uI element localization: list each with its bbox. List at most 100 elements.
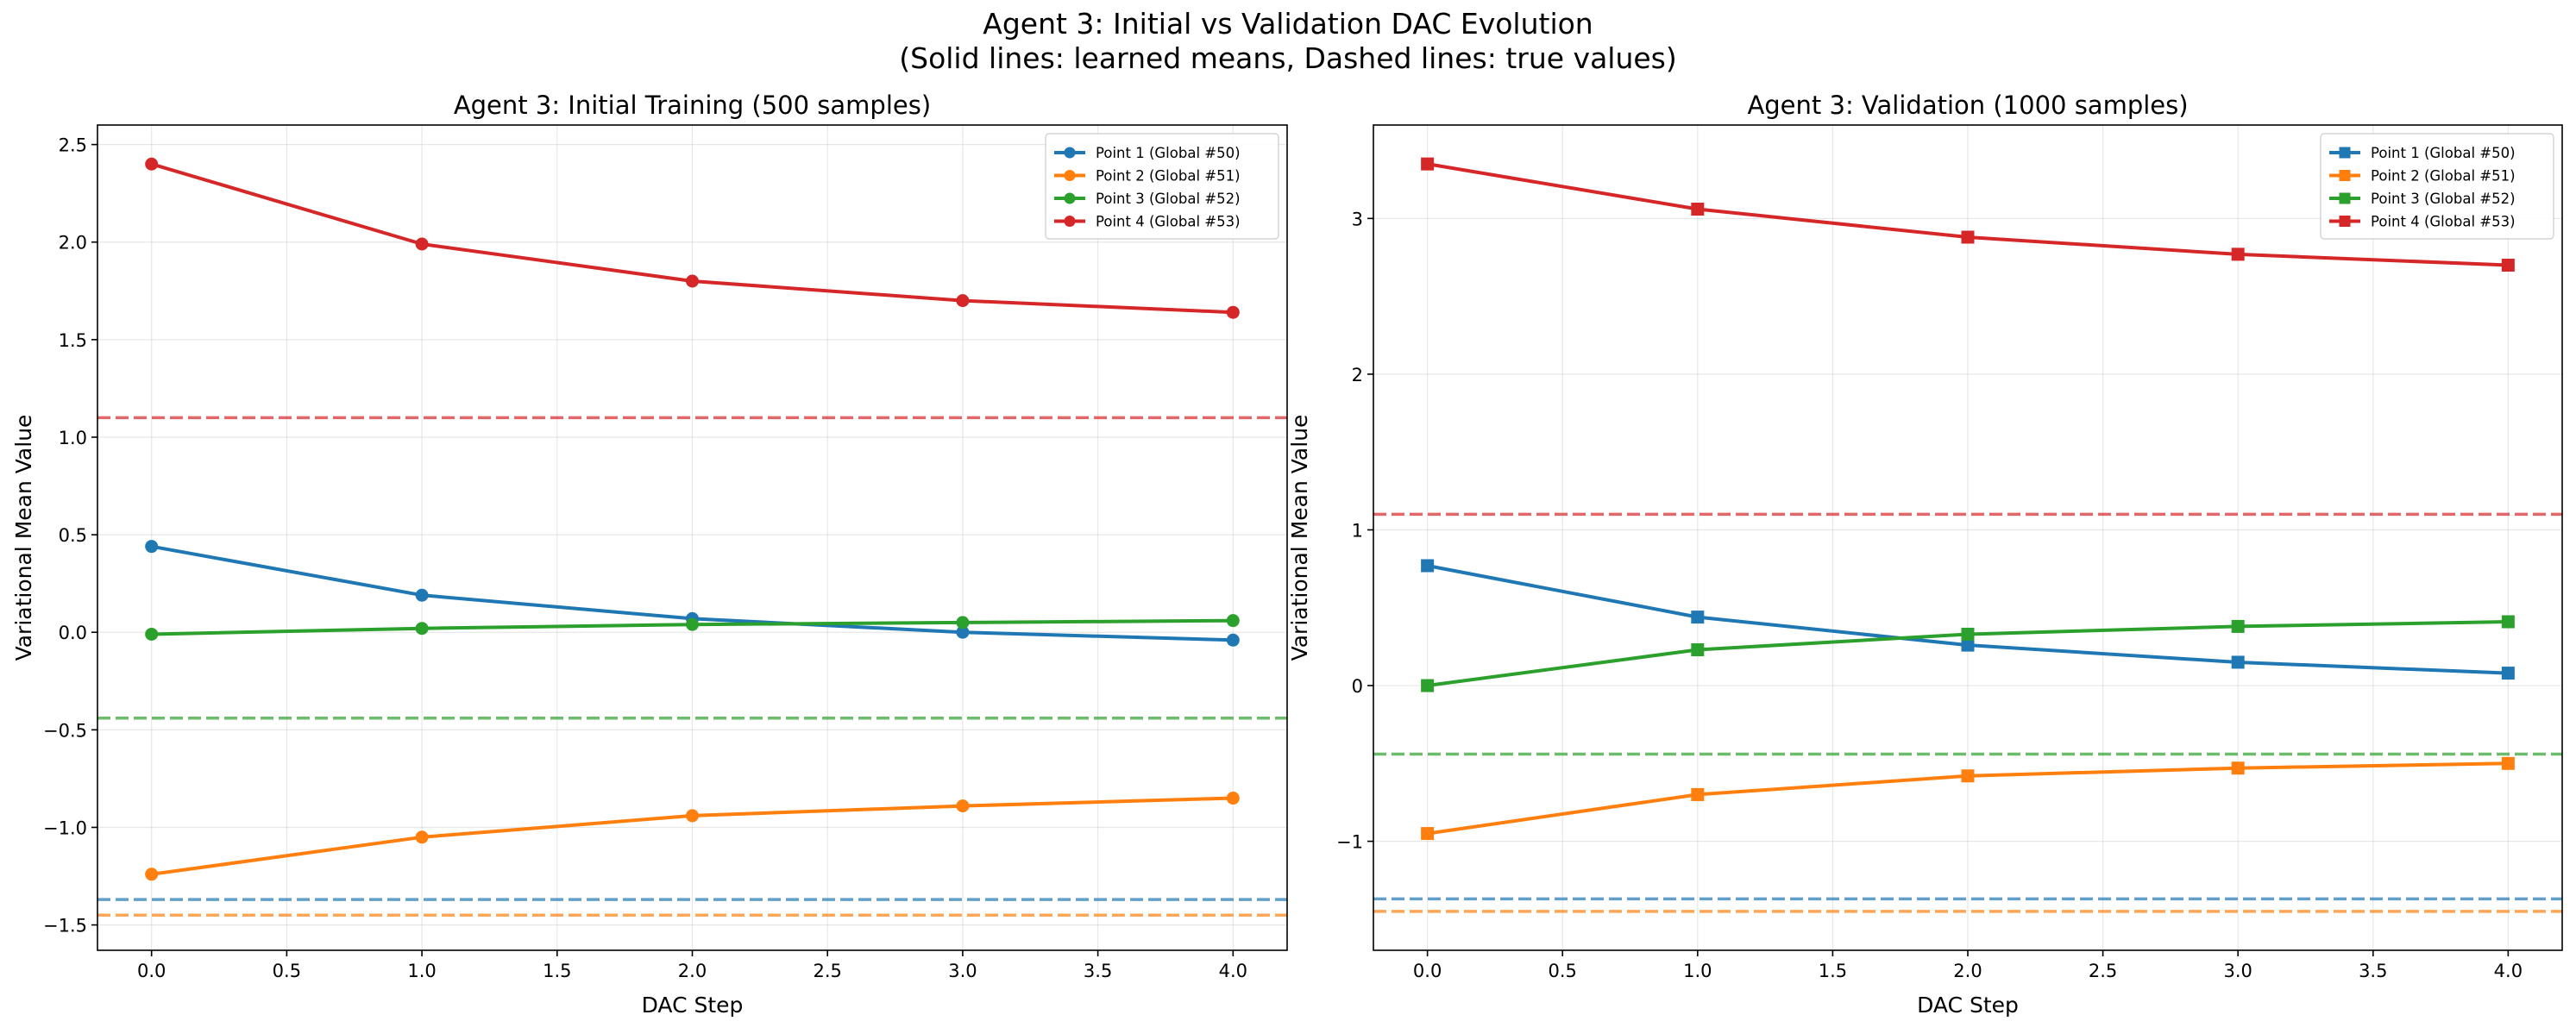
data-point-series-3 <box>2231 619 2245 633</box>
legend-label: Point 3 (Global #52) <box>1096 191 1241 207</box>
x-tick-label: 4.0 <box>1219 961 1247 981</box>
legend-item-3: Point 3 (Global #52) <box>2329 191 2516 207</box>
data-point-series-4 <box>1226 305 1240 319</box>
x-axis-label: DAC Step <box>642 993 744 1018</box>
data-point-series-3 <box>2501 615 2515 629</box>
data-point-series-2 <box>956 799 970 813</box>
x-tick-label: 1.5 <box>543 961 571 981</box>
y-tick-label: 1.0 <box>59 428 87 448</box>
data-point-series-1 <box>2501 667 2515 680</box>
x-tick-label: 2.5 <box>2089 961 2117 981</box>
data-point-series-2 <box>1226 792 1240 805</box>
data-point-series-3 <box>1961 627 1975 641</box>
data-point-series-4 <box>415 237 429 251</box>
legend-box <box>1045 133 1279 240</box>
x-tick-label: 0.5 <box>1549 961 1577 981</box>
legend-label: Point 3 (Global #52) <box>2371 191 2516 207</box>
legend-item-1: Point 1 (Global #50) <box>2329 145 2516 161</box>
y-tick-label: 0 <box>1352 676 1363 697</box>
legend-marker <box>2339 216 2351 227</box>
y-tick-label: 3 <box>1352 209 1363 229</box>
y-tick-label: 1.5 <box>59 330 87 351</box>
data-point-series-3 <box>145 627 159 641</box>
legend-item-4: Point 4 (Global #53) <box>2329 214 2516 230</box>
legend-marker <box>1064 170 1076 181</box>
data-point-series-2 <box>415 830 429 844</box>
legend-item-4: Point 4 (Global #53) <box>1054 214 1241 230</box>
legend-marker <box>1064 216 1076 227</box>
y-tick-label: −1.0 <box>43 817 87 838</box>
data-point-series-2 <box>2501 756 2515 770</box>
legend-label: Point 4 (Global #53) <box>2371 214 2516 230</box>
data-point-series-2 <box>1421 827 1435 841</box>
legend-label: Point 2 (Global #51) <box>2371 168 2516 185</box>
legend-item-2: Point 2 (Global #51) <box>1054 168 1241 185</box>
legend-marker <box>2339 170 2351 181</box>
x-tick-label: 1.0 <box>407 961 436 981</box>
legend-item-1: Point 1 (Global #50) <box>1054 145 1241 161</box>
x-tick-label: 3.5 <box>1084 961 1112 981</box>
left-chart-panel: 0.0 0.5 1.0 1.5 2.0 2.5 3.0 3.5 4.0 −1.5 −1.0 −0.5 0… <box>11 91 1288 1018</box>
y-tick-label: −0.5 <box>43 720 87 741</box>
data-point-series-4 <box>956 294 970 308</box>
legend: Point 1 (Global #50) Point 2 (Global #51)… <box>2320 133 2554 240</box>
y-tick-label: 0.5 <box>59 525 87 546</box>
data-point-series-4 <box>145 157 159 171</box>
legend-label: Point 2 (Global #51) <box>1096 168 1241 185</box>
y-tick-label: −1.5 <box>43 916 87 936</box>
data-point-series-4 <box>1691 203 1705 216</box>
x-tick-label: 3.0 <box>2223 961 2252 981</box>
x-tick-label: 1.0 <box>1683 961 1712 981</box>
legend-label: Point 1 (Global #50) <box>1096 145 1241 161</box>
right-chart-panel: 0.0 0.5 1.0 1.5 2.0 2.5 3.0 3.5 4.0 −1 0 1 2 3 Agent 3… <box>1287 91 2563 1018</box>
data-point-series-4 <box>2231 247 2245 261</box>
figure-title: Agent 3: Initial vs Validation DAC Evolu… <box>0 7 2576 76</box>
x-tick-label: 0.0 <box>1413 961 1442 981</box>
x-tick-label: 3.0 <box>948 961 977 981</box>
data-point-series-2 <box>2231 761 2245 775</box>
legend-marker <box>1064 147 1076 159</box>
x-tick-label: 0.5 <box>273 961 301 981</box>
data-point-series-1 <box>956 625 970 639</box>
x-tick-label: 3.5 <box>2359 961 2387 981</box>
data-point-series-1 <box>2231 655 2245 669</box>
data-point-series-2 <box>145 868 159 881</box>
data-point-series-1 <box>1421 559 1435 573</box>
x-tick-label: 4.0 <box>2494 961 2523 981</box>
data-point-series-3 <box>415 622 429 636</box>
legend-box <box>2320 133 2554 240</box>
x-tick-label: 1.5 <box>1819 961 1847 981</box>
y-tick-label: 1 <box>1352 520 1363 541</box>
chart-title: Agent 3: Validation (1000 samples) <box>1747 91 2188 120</box>
data-point-series-1 <box>415 588 429 602</box>
figure-title-line2: (Solid lines: learned means, Dashed line… <box>899 41 1677 75</box>
legend-marker <box>1064 192 1076 204</box>
legend-item-2: Point 2 (Global #51) <box>2329 168 2516 185</box>
data-point-series-4 <box>2501 259 2515 272</box>
data-point-series-1 <box>1691 611 1705 624</box>
x-tick-label: 2.0 <box>1953 961 1982 981</box>
data-point-series-3 <box>1226 614 1240 628</box>
data-point-series-3 <box>1691 643 1705 657</box>
data-point-series-4 <box>1421 157 1435 171</box>
legend-marker <box>2339 147 2351 159</box>
figure-title-line1: Agent 3: Initial vs Validation DAC Evolu… <box>983 7 1593 41</box>
data-point-series-3 <box>1421 679 1435 692</box>
data-point-series-2 <box>1961 769 1975 783</box>
y-axis-label: Variational Mean Value <box>1287 415 1312 661</box>
chart-title: Agent 3: Initial Training (500 samples) <box>454 91 931 120</box>
data-point-series-2 <box>686 809 699 823</box>
data-point-series-4 <box>686 274 699 288</box>
legend-label: Point 1 (Global #50) <box>2371 145 2516 161</box>
y-axis-label: Variational Mean Value <box>11 415 36 661</box>
legend-label: Point 4 (Global #53) <box>1096 214 1241 230</box>
y-tick-label: 0.0 <box>59 623 87 643</box>
legend: Point 1 (Global #50) Point 2 (Global #51)… <box>1045 133 1279 240</box>
x-axis-label: DAC Step <box>1917 993 2019 1018</box>
data-point-series-3 <box>686 617 699 631</box>
y-tick-label: 2.0 <box>59 233 87 254</box>
y-tick-label: 2 <box>1352 365 1363 385</box>
legend-item-3: Point 3 (Global #52) <box>1054 191 1241 207</box>
data-point-series-2 <box>1691 787 1705 801</box>
